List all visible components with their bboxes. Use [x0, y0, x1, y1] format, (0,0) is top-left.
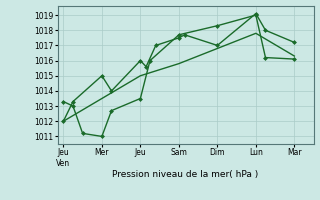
X-axis label: Pression niveau de la mer( hPa ): Pression niveau de la mer( hPa )	[112, 170, 259, 179]
